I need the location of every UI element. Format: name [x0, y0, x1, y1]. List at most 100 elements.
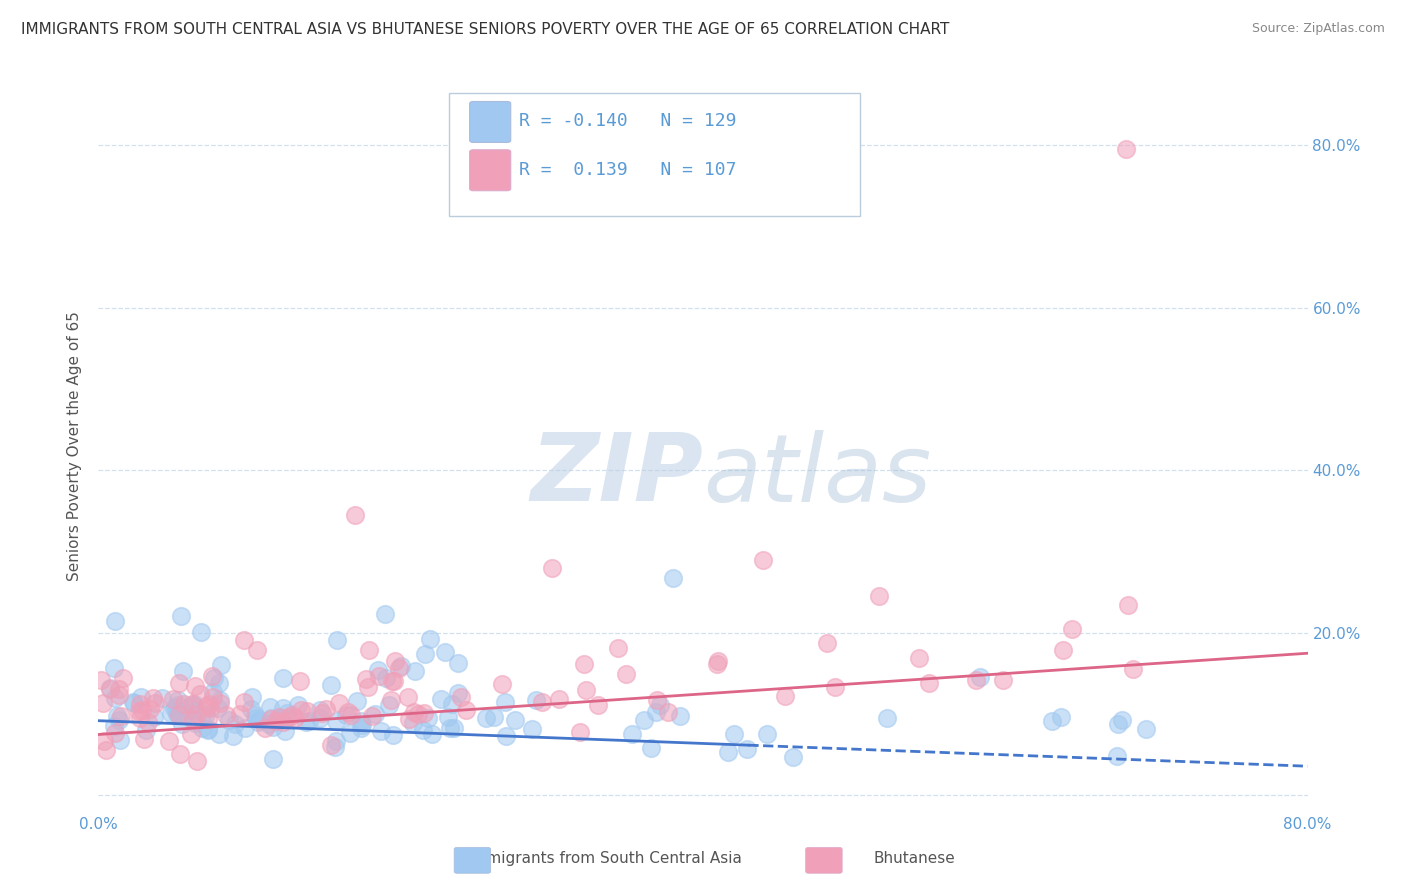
Point	[325, 714, 347, 728]
Point	[176, 709, 198, 723]
Point	[645, 693, 668, 707]
Point	[381, 728, 404, 742]
Point	[337, 706, 360, 720]
Point	[404, 664, 426, 678]
Point	[402, 705, 425, 719]
Point	[160, 706, 183, 721]
Point	[183, 699, 205, 714]
Point	[572, 657, 595, 671]
Point	[243, 707, 266, 722]
Point	[91, 697, 114, 711]
Text: Immigrants from South Central Asia: Immigrants from South Central Asia	[467, 851, 742, 865]
Point	[93, 734, 115, 748]
Point	[669, 709, 692, 723]
Point	[737, 742, 759, 756]
Point	[287, 698, 309, 712]
Point	[782, 750, 804, 764]
Point	[381, 674, 404, 689]
Point	[326, 632, 349, 647]
Point	[191, 722, 214, 736]
Point	[319, 678, 342, 692]
Point	[197, 723, 219, 737]
Point	[173, 697, 195, 711]
Point	[645, 705, 668, 719]
Point	[108, 713, 131, 727]
Point	[202, 671, 225, 685]
Point	[495, 729, 517, 743]
Point	[90, 673, 112, 688]
Point	[281, 707, 304, 722]
Point	[319, 738, 342, 752]
Point	[232, 632, 254, 647]
Point	[207, 701, 229, 715]
Point	[382, 673, 405, 688]
Point	[575, 682, 598, 697]
Point	[194, 707, 217, 722]
Point	[267, 710, 290, 724]
Point	[253, 722, 276, 736]
Point	[166, 693, 188, 707]
Text: R =  0.139   N = 107: R = 0.139 N = 107	[519, 161, 737, 179]
Point	[129, 690, 152, 704]
Point	[136, 714, 159, 729]
Point	[454, 703, 477, 717]
Point	[170, 609, 193, 624]
Point	[308, 711, 330, 725]
Point	[198, 697, 221, 711]
Point	[107, 682, 129, 697]
Point	[389, 659, 412, 673]
Point	[547, 692, 569, 706]
Point	[157, 734, 180, 748]
Point	[657, 705, 679, 719]
Point	[398, 712, 420, 726]
Point	[245, 711, 267, 725]
Point	[197, 712, 219, 726]
Point	[298, 714, 321, 728]
Point	[717, 745, 740, 759]
Point	[271, 701, 294, 715]
Point	[352, 718, 374, 732]
Point	[1040, 714, 1063, 728]
Point	[181, 713, 204, 727]
Point	[274, 723, 297, 738]
Point	[108, 688, 131, 702]
Point	[222, 729, 245, 743]
Point	[491, 677, 513, 691]
Point	[186, 706, 208, 721]
Point	[142, 690, 165, 705]
Point	[614, 667, 637, 681]
Point	[441, 697, 464, 711]
Point	[276, 706, 298, 721]
Point	[201, 690, 224, 704]
Point	[259, 700, 281, 714]
Point	[162, 692, 184, 706]
Point	[294, 714, 316, 729]
Point	[269, 711, 291, 725]
Point	[413, 706, 436, 720]
Point	[166, 707, 188, 722]
Point	[328, 696, 350, 710]
Point	[184, 716, 207, 731]
Point	[375, 671, 398, 685]
Point	[384, 654, 406, 668]
Point	[190, 625, 212, 640]
Point	[378, 698, 401, 712]
Point	[640, 741, 662, 756]
Point	[1107, 716, 1129, 731]
Point	[111, 671, 134, 685]
Point	[1111, 713, 1133, 727]
Point	[94, 742, 117, 756]
Point	[228, 707, 250, 722]
Point	[607, 640, 630, 655]
Text: Bhutanese: Bhutanese	[873, 851, 955, 865]
Point	[773, 690, 796, 704]
Point	[240, 690, 263, 704]
Point	[406, 706, 429, 721]
FancyBboxPatch shape	[449, 93, 860, 216]
Point	[416, 711, 439, 725]
Point	[437, 710, 460, 724]
Point	[723, 727, 745, 741]
Point	[815, 636, 838, 650]
Point	[433, 645, 456, 659]
Point	[295, 704, 318, 718]
